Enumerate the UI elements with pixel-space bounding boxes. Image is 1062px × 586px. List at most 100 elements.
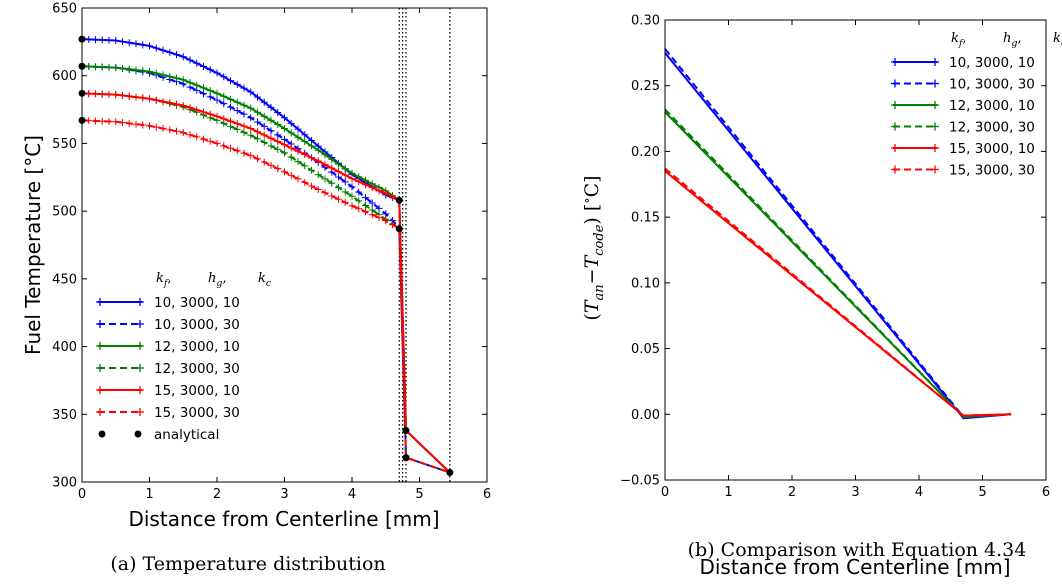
series-point-marker bbox=[233, 120, 241, 128]
legend-marker bbox=[96, 298, 104, 306]
series-point-marker bbox=[281, 141, 288, 149]
series-point-marker bbox=[308, 182, 315, 190]
series-point-marker bbox=[240, 110, 248, 118]
series-point-marker bbox=[152, 44, 160, 52]
svg-text:(Tan−Tcode) [∘C]: (Tan−Tcode) [∘C] bbox=[580, 175, 607, 320]
y-tick-label: −0.05 bbox=[620, 474, 660, 489]
series-point-marker bbox=[125, 39, 133, 47]
series-point-marker bbox=[287, 171, 295, 179]
series-point-marker bbox=[375, 187, 383, 195]
series-point-marker bbox=[260, 98, 268, 106]
series-point-marker bbox=[119, 91, 126, 99]
series-point-marker bbox=[213, 112, 221, 120]
series-point-marker bbox=[146, 42, 153, 50]
series-point-marker bbox=[166, 99, 174, 107]
x-tick-label: 2 bbox=[213, 487, 221, 502]
panel-b-comparison: 0 1 2 3 4 5 6 −0.05 0.00 0.05 0.10 0.15 0.20 0.25 0.30… bbox=[580, 14, 1062, 580]
series-point-marker bbox=[368, 184, 376, 192]
series-point-marker bbox=[173, 127, 180, 135]
series-point-marker bbox=[267, 103, 275, 111]
y-tick-label: 350 bbox=[52, 408, 77, 423]
series-point-marker bbox=[132, 93, 140, 101]
series-point-marker bbox=[301, 178, 309, 186]
series-point-marker bbox=[355, 197, 363, 205]
panel-a-plot-frame bbox=[81, 7, 488, 483]
series-point-marker bbox=[321, 189, 329, 197]
legend-label: 10, 3000, 10 bbox=[154, 295, 240, 311]
series-point-marker bbox=[186, 104, 194, 112]
series-point-marker bbox=[112, 91, 120, 99]
series-point-marker bbox=[281, 114, 288, 122]
series-point-marker bbox=[119, 64, 126, 72]
legend-marker bbox=[98, 430, 106, 438]
x-tick-label: 5 bbox=[415, 487, 423, 502]
series-point-marker bbox=[321, 161, 329, 169]
series-point-marker bbox=[206, 110, 214, 118]
analytical-point bbox=[402, 427, 410, 435]
series-point-marker bbox=[206, 66, 214, 74]
legend-marker bbox=[931, 101, 939, 109]
series-point-marker bbox=[240, 122, 248, 130]
series-point-marker bbox=[314, 185, 322, 193]
series-point-marker bbox=[287, 153, 295, 161]
panel-a-y-axis-label: Fuel Temperature [°C] bbox=[21, 135, 45, 355]
series-point-marker bbox=[375, 214, 383, 222]
legend-marker bbox=[891, 79, 899, 88]
series-point-marker bbox=[166, 126, 174, 134]
analytical-point bbox=[395, 225, 403, 233]
series-point-marker bbox=[173, 100, 180, 108]
series-point-marker bbox=[132, 66, 140, 74]
series-point-marker bbox=[233, 147, 241, 155]
series-point-marker bbox=[125, 119, 133, 127]
legend-label: 15, 3000, 30 bbox=[154, 405, 240, 421]
series-point-marker bbox=[368, 199, 376, 207]
series-point-marker bbox=[85, 63, 93, 71]
series-point-marker bbox=[247, 125, 255, 133]
series-point-marker bbox=[112, 118, 120, 126]
legend-label: 12, 3000, 30 bbox=[154, 361, 240, 377]
y-tick-label: 0.10 bbox=[631, 276, 660, 291]
series-point-marker bbox=[125, 92, 133, 100]
legend-marker bbox=[891, 58, 899, 66]
legend-marker bbox=[931, 144, 939, 152]
series-point-marker bbox=[281, 149, 288, 157]
series-point-marker bbox=[267, 116, 275, 124]
series-point-marker bbox=[240, 128, 248, 136]
series-point-marker bbox=[267, 142, 275, 150]
x-tick-label: 3 bbox=[280, 487, 288, 502]
series-point-marker bbox=[254, 128, 261, 136]
series-point-marker bbox=[240, 84, 248, 92]
series-point-marker bbox=[92, 36, 99, 44]
series-point-marker bbox=[240, 101, 248, 109]
y-tick-label: 0.30 bbox=[631, 14, 660, 29]
y-tick-label: 450 bbox=[52, 272, 77, 287]
series-point-marker bbox=[105, 63, 113, 71]
x-tick-label: 1 bbox=[145, 487, 153, 502]
legend-label: 15, 3000, 10 bbox=[154, 383, 240, 399]
x-tick-label: 5 bbox=[978, 485, 986, 500]
legend-marker bbox=[136, 320, 144, 328]
legend-marker bbox=[931, 122, 939, 131]
series-point-marker bbox=[308, 142, 315, 150]
series-point-marker bbox=[281, 168, 288, 176]
legend-marker bbox=[136, 408, 144, 416]
legend-marker bbox=[96, 408, 104, 416]
series-point-marker bbox=[152, 69, 160, 77]
x-tick-label: 0 bbox=[78, 487, 86, 502]
series-point-marker bbox=[254, 118, 261, 126]
series-point-marker bbox=[247, 88, 255, 96]
series-point-marker bbox=[328, 164, 336, 172]
series-point-marker bbox=[98, 90, 106, 98]
legend-label: 12, 3000, 30 bbox=[949, 120, 1035, 136]
y-tick-label: 0.05 bbox=[631, 342, 660, 357]
y-tick-label: 0.15 bbox=[631, 211, 660, 226]
x-tick-label: 6 bbox=[1042, 485, 1050, 500]
legend-marker bbox=[136, 298, 144, 306]
series-point-marker bbox=[166, 73, 174, 81]
legend-label: 10, 3000, 10 bbox=[949, 55, 1035, 71]
analytical-point bbox=[402, 454, 410, 462]
series-point-marker bbox=[119, 38, 126, 46]
series-point-marker bbox=[287, 129, 295, 137]
legend-header: kf,hg,kc bbox=[156, 271, 272, 289]
series-point-marker bbox=[125, 65, 133, 73]
